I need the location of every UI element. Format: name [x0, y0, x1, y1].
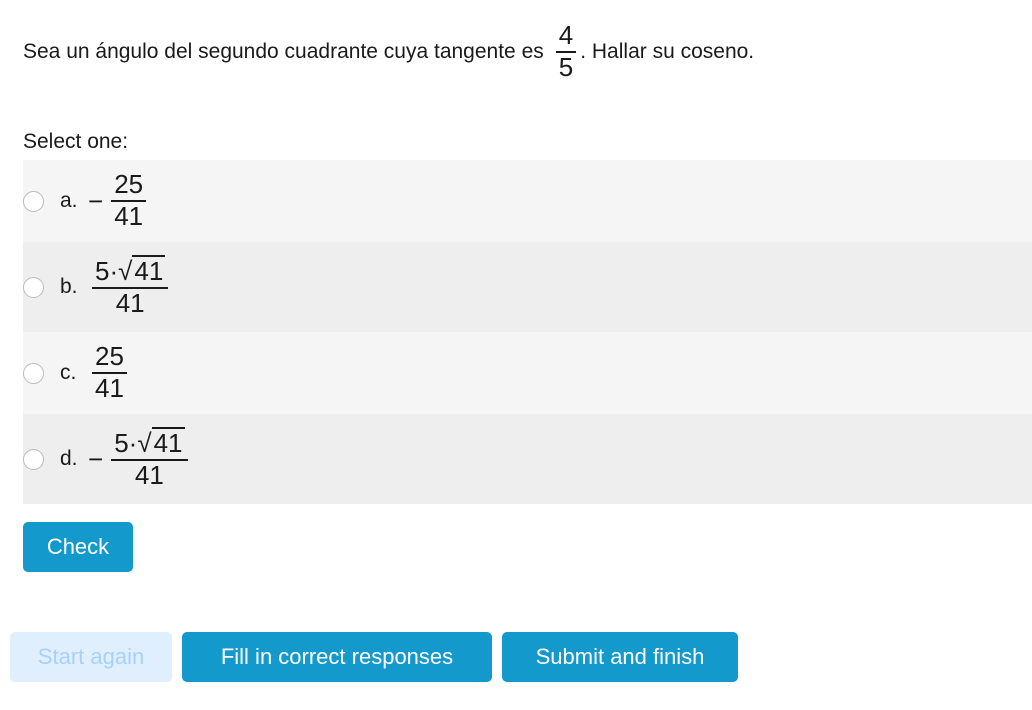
fraction-bar [111, 200, 147, 202]
fill-correct-responses-button[interactable]: Fill in correct responses [182, 632, 492, 682]
radio-d[interactable] [23, 448, 44, 470]
option-letter: b. [60, 275, 78, 298]
minus-sign: − [88, 185, 104, 216]
sqrt: √ 41 [137, 427, 185, 459]
option-letter: a. [60, 189, 78, 212]
option-a[interactable]: a. − 25 41 [23, 160, 1032, 242]
radio-c[interactable] [23, 362, 44, 384]
select-one-label: Select one: [23, 130, 129, 153]
coefficient: 5· [114, 428, 138, 459]
radio-a[interactable] [23, 190, 44, 212]
denominator: 41 [114, 201, 144, 231]
coefficient: 5· [95, 256, 119, 287]
option-c[interactable]: c. 25 41 [23, 332, 1032, 414]
numerator: 5· √ 41 [92, 255, 168, 287]
start-again-button[interactable]: Start again [10, 632, 172, 682]
denominator: 41 [95, 373, 124, 403]
radicand: 41 [132, 255, 166, 287]
numerator: 25 [114, 169, 144, 200]
fraction-bar [555, 51, 577, 53]
question-after: . Hallar su coseno. [580, 40, 755, 63]
radio-b[interactable] [23, 276, 44, 298]
question-text: Sea un ángulo del segundo cuadrante cuya… [23, 12, 754, 92]
fraction-bar [92, 372, 127, 374]
fraction-bar [92, 287, 169, 289]
numerator: 4 [558, 20, 574, 51]
option-fraction: 25 41 [92, 341, 127, 404]
option-b[interactable]: b. 5· √ 41 41 [23, 242, 1032, 332]
sqrt: √ 41 [118, 255, 166, 287]
option-letter: c. [60, 361, 77, 384]
option-fraction: 5· √ 41 41 [111, 427, 188, 491]
submit-and-finish-button[interactable]: Submit and finish [502, 632, 738, 682]
option-fraction: 25 41 [111, 169, 147, 232]
minus-sign: − [88, 443, 104, 474]
radicand: 41 [151, 427, 185, 459]
sqrt-icon: √ [118, 256, 133, 287]
option-letter: d. [60, 447, 78, 470]
denominator: 41 [134, 460, 164, 490]
fraction-bar [111, 459, 188, 461]
sqrt-icon: √ [137, 428, 152, 459]
denominator: 5 [558, 52, 574, 82]
question-before: Sea un ángulo del segundo cuadrante cuya… [23, 40, 544, 63]
denominator: 41 [115, 288, 145, 318]
numerator: 25 [95, 341, 124, 372]
check-button[interactable]: Check [23, 522, 133, 572]
option-fraction: 5· √ 41 41 [92, 255, 169, 319]
option-d[interactable]: d. − 5· √ 41 41 [23, 414, 1032, 504]
numerator: 5· √ 41 [111, 427, 187, 459]
